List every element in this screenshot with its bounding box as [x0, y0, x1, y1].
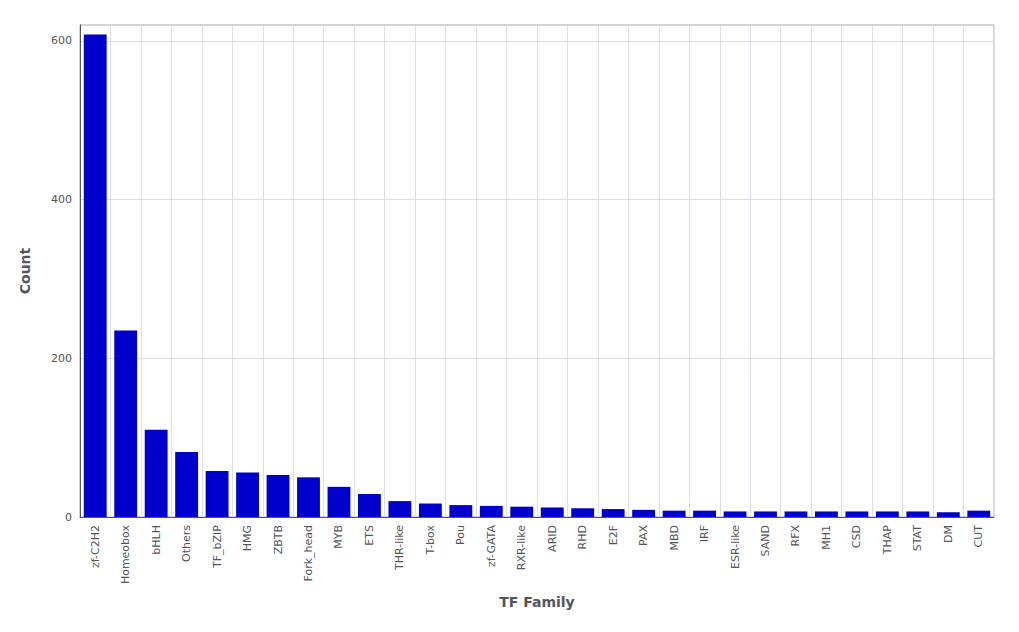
svg-text:CSD: CSD: [850, 525, 863, 548]
svg-text:Others: Others: [180, 525, 193, 562]
svg-text:0: 0: [65, 511, 72, 524]
svg-text:RXR-like: RXR-like: [515, 525, 528, 570]
svg-text:SAND: SAND: [759, 525, 772, 556]
svg-text:zf-GATA: zf-GATA: [485, 525, 498, 567]
svg-text:TF Family: TF Family: [499, 594, 575, 610]
svg-text:ESR-like: ESR-like: [729, 525, 742, 569]
svg-text:ARID: ARID: [546, 525, 559, 552]
svg-text:Homeobox: Homeobox: [119, 525, 132, 585]
svg-text:ETS: ETS: [363, 525, 376, 546]
svg-text:E2F: E2F: [607, 525, 620, 545]
svg-text:T-box: T-box: [424, 525, 437, 556]
svg-text:Count: Count: [17, 247, 33, 294]
svg-text:TF_bZIP: TF_bZIP: [211, 525, 224, 569]
svg-text:CUT: CUT: [972, 525, 985, 548]
svg-text:MBD: MBD: [668, 525, 681, 551]
svg-text:ZBTB: ZBTB: [272, 525, 285, 554]
svg-text:400: 400: [51, 193, 72, 206]
svg-text:bHLH: bHLH: [150, 525, 163, 555]
svg-text:IRF: IRF: [698, 525, 711, 542]
svg-text:STAT: STAT: [911, 525, 924, 552]
svg-text:Fork_head: Fork_head: [302, 525, 315, 582]
svg-text:600: 600: [51, 34, 72, 47]
svg-text:zf-C2H2: zf-C2H2: [89, 525, 102, 568]
svg-text:HMG: HMG: [241, 525, 254, 551]
svg-text:200: 200: [51, 352, 72, 365]
svg-text:MYB: MYB: [332, 525, 345, 549]
svg-text:RHD: RHD: [576, 525, 589, 549]
svg-text:DM: DM: [942, 525, 955, 543]
svg-text:THR-like: THR-like: [393, 525, 406, 571]
svg-text:THAP: THAP: [881, 525, 894, 556]
svg-text:PAX: PAX: [637, 525, 650, 546]
svg-text:Pou: Pou: [454, 525, 467, 545]
svg-text:RFX: RFX: [789, 525, 802, 547]
svg-text:MH1: MH1: [820, 525, 833, 550]
